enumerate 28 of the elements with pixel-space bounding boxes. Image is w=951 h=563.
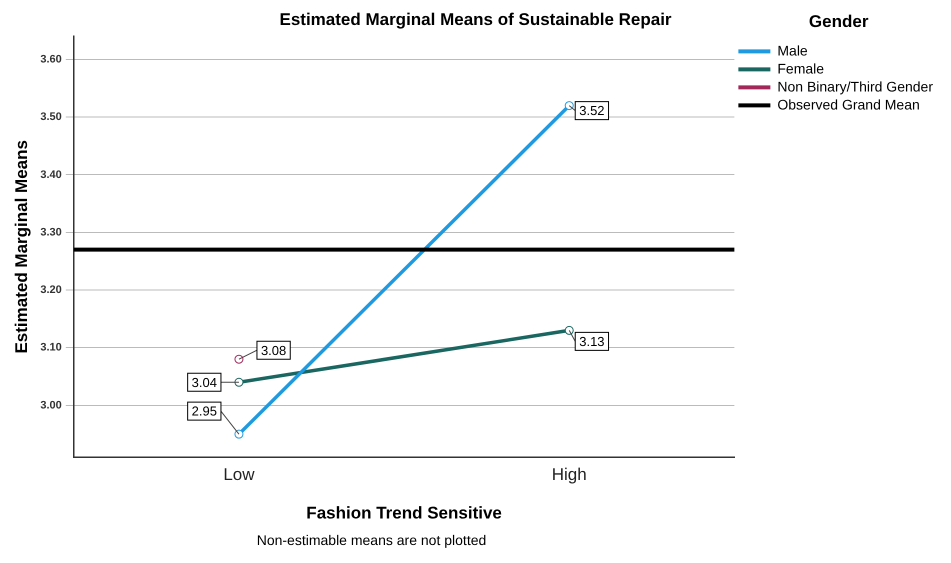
x-tick-label: High (552, 465, 587, 484)
y-tick-label: 3.40 (40, 168, 62, 181)
text: Non-estimable means are not plotted (256, 532, 488, 548)
y-tick-label: 3.30 (40, 226, 62, 238)
y-tick-label: 3.20 (40, 284, 62, 296)
legend-label: Observed Grand Mean (777, 96, 920, 112)
y-tick-label: 3.00 (40, 399, 62, 412)
point (234, 378, 244, 387)
data-label: 2.95 (192, 404, 217, 419)
chart-title: Estimated Marginal Means of Sustainable Repair (279, 10, 672, 29)
point (564, 101, 574, 110)
y-tick-label: 3.50 (40, 111, 62, 124)
legend-title: Gender (808, 12, 869, 32)
point (234, 354, 244, 364)
y-axis-title: Estimated Marginal Means (12, 140, 31, 354)
point (234, 430, 244, 439)
data-label: 3.08 (260, 342, 286, 358)
data-label: 3.52 (579, 103, 605, 118)
y-tick-label: 3.10 (40, 342, 62, 354)
data-label: 3.13 (579, 334, 605, 349)
legend-label: Male (777, 42, 808, 58)
x-tick-label: Low (223, 465, 256, 484)
data-label: 3.04 (192, 374, 217, 390)
y-tick-label: 3.60 (40, 53, 62, 66)
x-axis-title: Fashion Trend Sensitive (306, 503, 502, 522)
legend-label: Non Binary/Third Gender (777, 78, 934, 94)
legend-label: Female (777, 60, 824, 76)
point (564, 326, 574, 335)
